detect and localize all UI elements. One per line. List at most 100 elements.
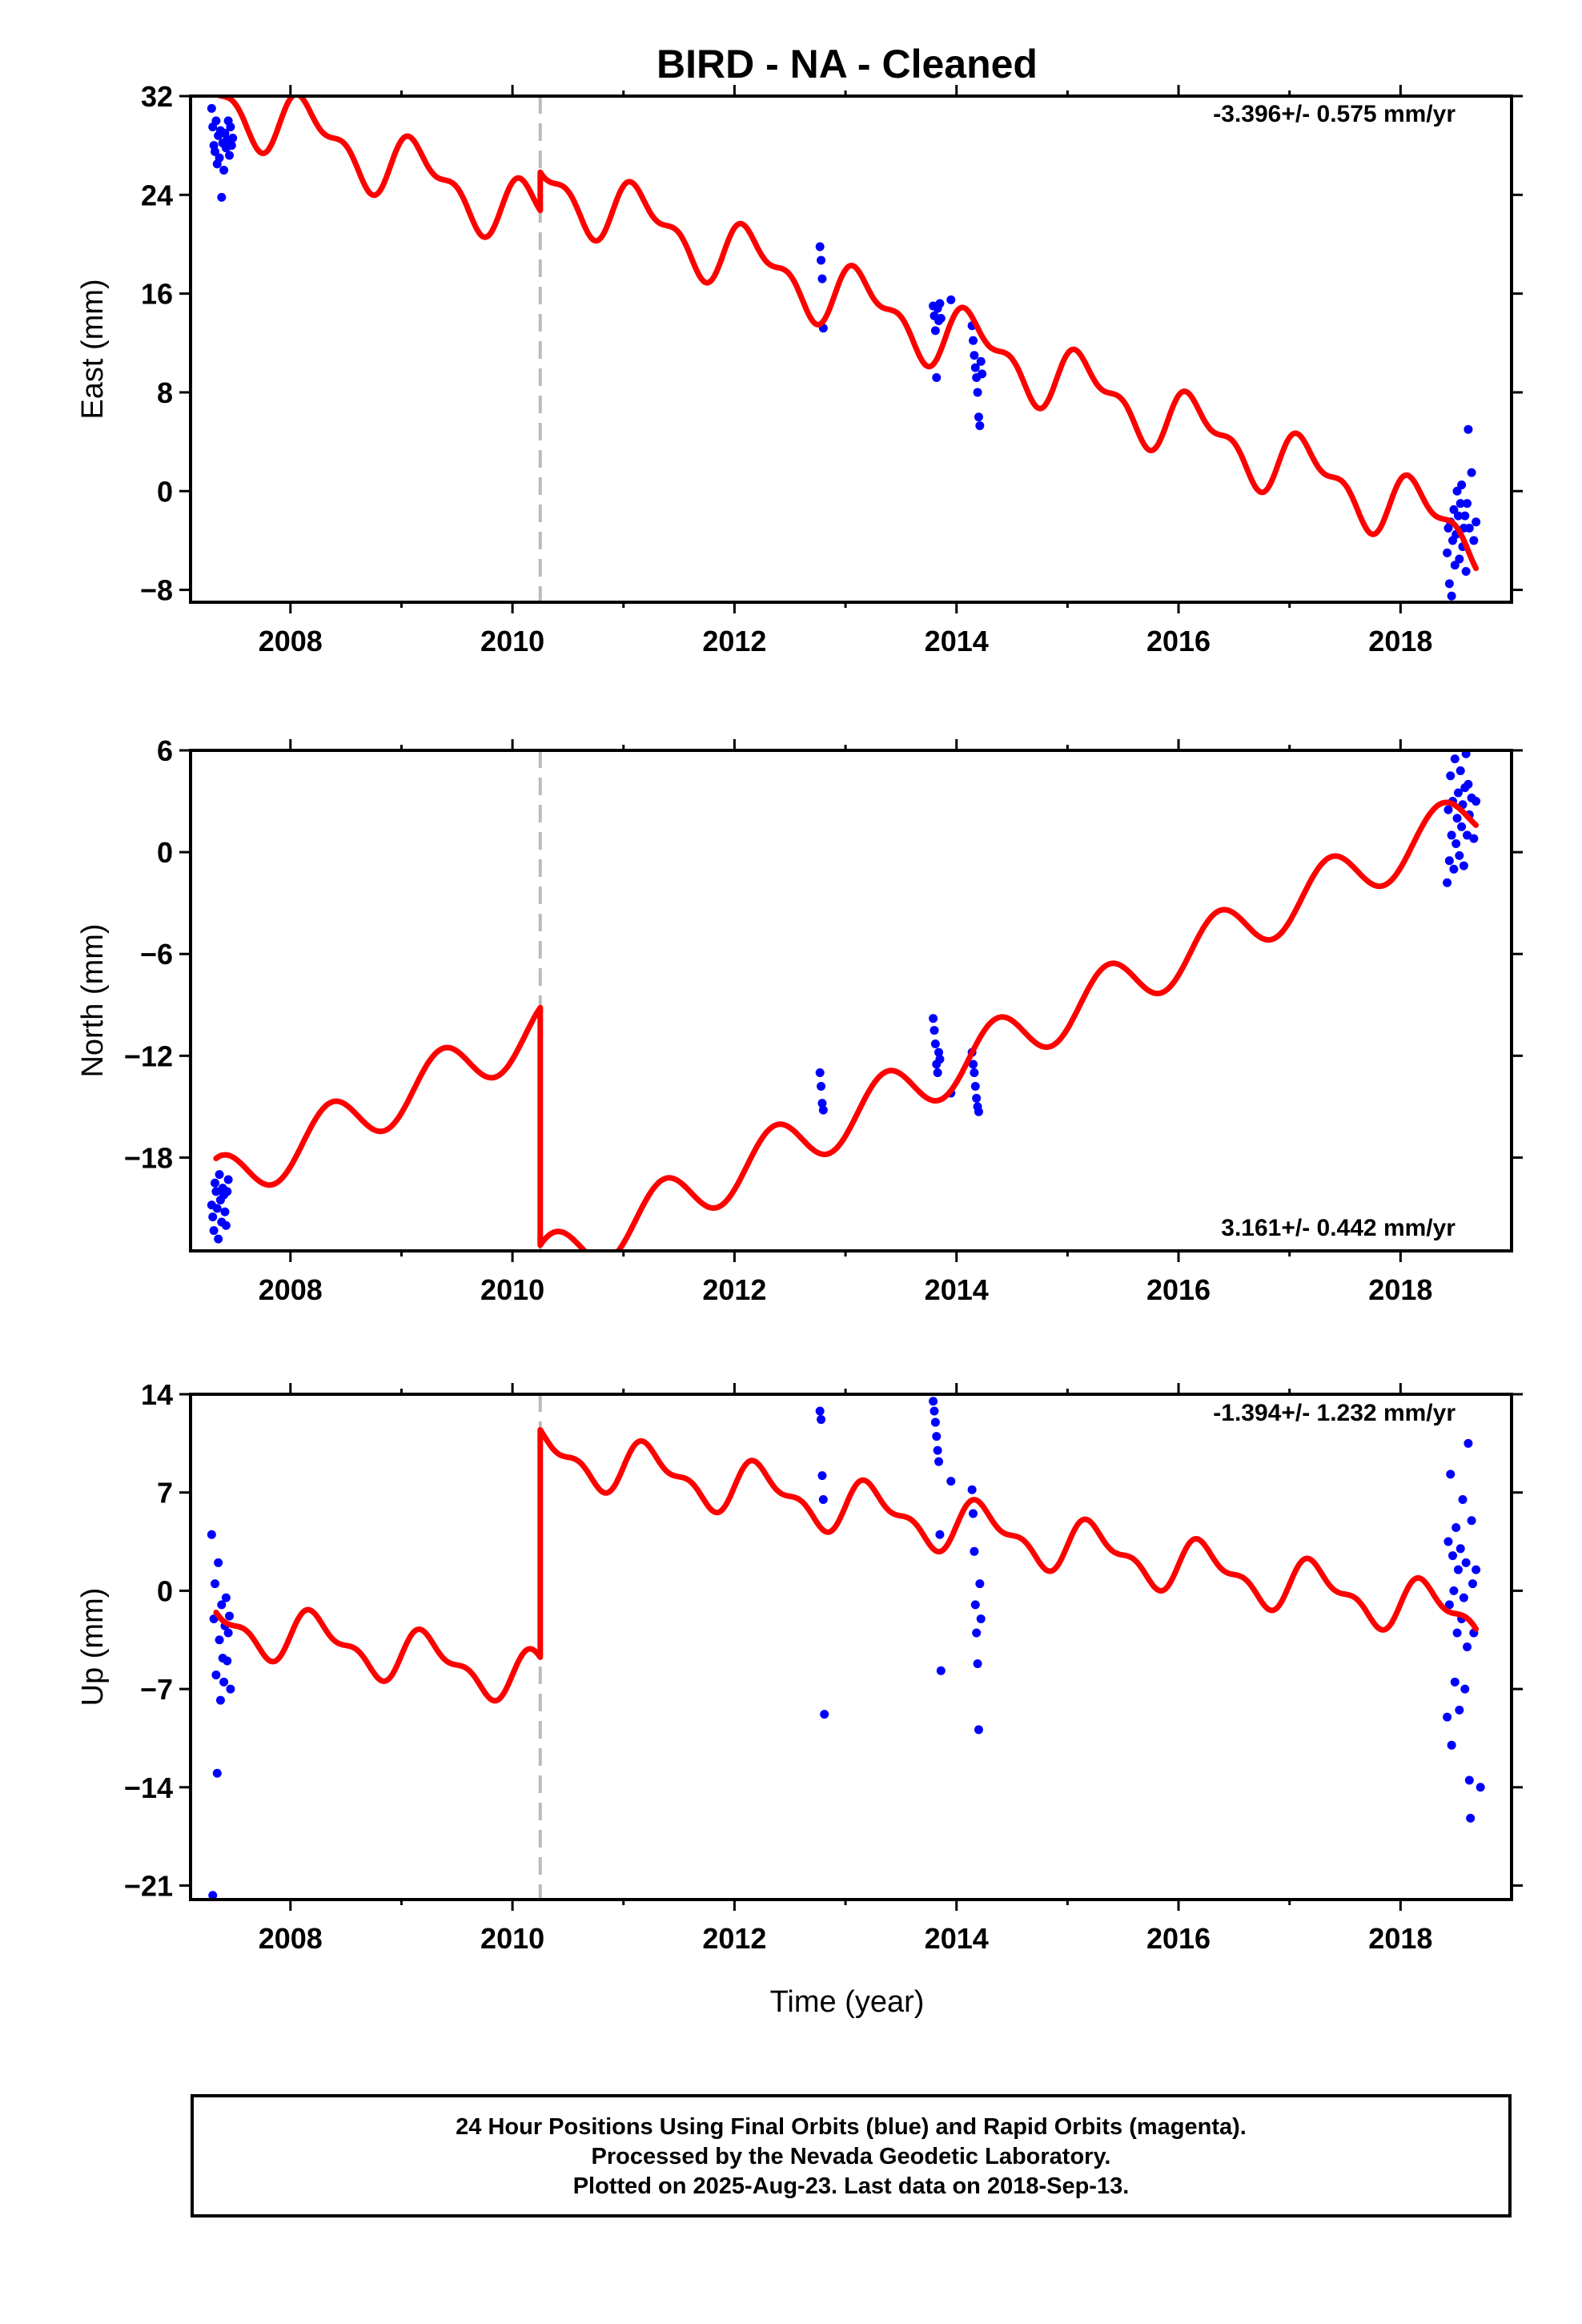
north-data-point bbox=[220, 1207, 230, 1216]
north-data-point bbox=[972, 1093, 982, 1103]
east-x-tick-label: 2012 bbox=[702, 625, 766, 657]
up-data-point bbox=[214, 1558, 223, 1567]
up-y-tick-label: 14 bbox=[141, 1378, 173, 1411]
east-data-point bbox=[1464, 424, 1473, 434]
east-x-tick-label: 2018 bbox=[1368, 625, 1432, 657]
east-data-point bbox=[219, 165, 229, 175]
up-x-tick-label: 2018 bbox=[1368, 1922, 1432, 1955]
up-x-tick-label: 2012 bbox=[702, 1922, 766, 1955]
up-data-point bbox=[973, 1659, 982, 1669]
north-y-tick-label: −12 bbox=[124, 1039, 173, 1072]
north-rate-annotation: 3.161+/- 0.442 mm/yr bbox=[1221, 1215, 1456, 1241]
north-data-point bbox=[1450, 754, 1460, 764]
east-data-point bbox=[1467, 468, 1476, 477]
up-x-tick-label: 2016 bbox=[1146, 1922, 1211, 1955]
up-data-point bbox=[1468, 1579, 1477, 1589]
up-data-point bbox=[1458, 1494, 1468, 1504]
up-data-point bbox=[215, 1695, 225, 1705]
north-data-point bbox=[969, 1059, 978, 1069]
north-y-tick-label: −18 bbox=[124, 1141, 173, 1174]
east-data-point bbox=[1455, 554, 1464, 564]
up-data-point bbox=[226, 1684, 235, 1694]
east-data-point bbox=[1443, 548, 1452, 557]
east-y-tick-label: 32 bbox=[141, 80, 173, 113]
east-x-tick-label: 2014 bbox=[925, 625, 989, 657]
caption-box: 24 Hour Positions Using Final Orbits (bl… bbox=[191, 2094, 1512, 2217]
up-data-point bbox=[1466, 1813, 1476, 1823]
north-data-point bbox=[970, 1081, 980, 1091]
up-data-point bbox=[1453, 1565, 1463, 1574]
up-data-point bbox=[219, 1677, 229, 1687]
east-data-point bbox=[976, 356, 986, 366]
east-data-point bbox=[946, 295, 956, 304]
up-y-tick-label: −14 bbox=[124, 1771, 173, 1804]
up-data-point bbox=[932, 1432, 942, 1441]
up-y-axis-title: Up (mm) bbox=[76, 1588, 110, 1707]
x-axis-title: Time (year) bbox=[770, 1985, 925, 2019]
east-x-tick-label: 2016 bbox=[1146, 625, 1211, 657]
north-data-point bbox=[1455, 850, 1464, 860]
up-data-point bbox=[1455, 1705, 1464, 1715]
panels: 2008 2010 2012 2014 2016 2018 32 24 16 8 0 −8 East (… bbox=[76, 80, 1523, 1955]
up-data-point bbox=[1447, 1740, 1456, 1750]
up-data-point bbox=[221, 1593, 231, 1602]
east-data-point bbox=[817, 274, 827, 283]
up-data-point bbox=[1444, 1600, 1454, 1610]
north-data-point bbox=[1456, 766, 1465, 775]
up-data-point bbox=[223, 1628, 233, 1638]
north-data-point bbox=[930, 1039, 940, 1049]
north-data-point bbox=[1469, 834, 1479, 843]
north-data-point bbox=[1444, 856, 1454, 866]
up-plot-area bbox=[207, 1394, 1485, 1900]
up-x-tick-label: 2008 bbox=[259, 1922, 323, 1955]
up-data-point bbox=[935, 1530, 945, 1539]
north-data-point bbox=[933, 1068, 942, 1078]
north-data-point bbox=[817, 1099, 827, 1108]
north-data-point bbox=[970, 1068, 979, 1078]
north-data-point bbox=[221, 1220, 231, 1230]
north-data-point bbox=[209, 1226, 219, 1236]
east-data-point bbox=[228, 133, 238, 143]
north-data-point bbox=[934, 1047, 944, 1057]
up-data-point bbox=[1443, 1537, 1453, 1546]
north-data-point bbox=[215, 1170, 224, 1180]
east-data-point bbox=[1447, 591, 1456, 601]
north-data-point bbox=[817, 1081, 826, 1091]
east-data-point bbox=[1450, 561, 1460, 570]
up-data-point bbox=[929, 1397, 938, 1406]
north-data-point bbox=[212, 1204, 222, 1213]
north-y-tick-label: −6 bbox=[140, 938, 173, 971]
up-data-point bbox=[1464, 1438, 1473, 1448]
north-x-tick-label: 2010 bbox=[480, 1273, 544, 1306]
up-data-point bbox=[1461, 1558, 1471, 1567]
north-data-point bbox=[929, 1014, 938, 1023]
east-data-point bbox=[970, 363, 980, 372]
north-x-tick-label: 2018 bbox=[1368, 1273, 1432, 1306]
east-data-point bbox=[1464, 524, 1474, 533]
north-plot-frame bbox=[189, 749, 1513, 1252]
up-x-tick-label: 2014 bbox=[925, 1922, 989, 1955]
north-data-point bbox=[1453, 788, 1463, 798]
north-data-point bbox=[1457, 822, 1467, 831]
east-data-point bbox=[1460, 511, 1470, 521]
east-data-point bbox=[1457, 480, 1467, 490]
north-x-tick-label: 2016 bbox=[1146, 1273, 1211, 1306]
up-plot-frame bbox=[189, 1393, 1513, 1901]
up-data-point bbox=[946, 1477, 956, 1486]
east-data-point bbox=[969, 336, 978, 345]
up-data-point bbox=[818, 1494, 828, 1504]
up-data-point bbox=[223, 1656, 232, 1666]
up-model-curve bbox=[213, 1427, 1480, 1704]
up-y-tick-label: −7 bbox=[140, 1673, 173, 1706]
up-data-point bbox=[1467, 1516, 1476, 1526]
north-data-point bbox=[1463, 830, 1472, 840]
caption-line-processor: Processed by the Nevada Geodetic Laborat… bbox=[591, 2144, 1111, 2169]
north-y-tick-label: 6 bbox=[157, 734, 173, 767]
up-data-point bbox=[1452, 1628, 1462, 1638]
east-data-point bbox=[227, 141, 236, 151]
up-data-point bbox=[207, 1530, 216, 1539]
east-data-point bbox=[1452, 486, 1462, 496]
north-data-point bbox=[211, 1178, 220, 1188]
north-data-point bbox=[1443, 878, 1452, 887]
